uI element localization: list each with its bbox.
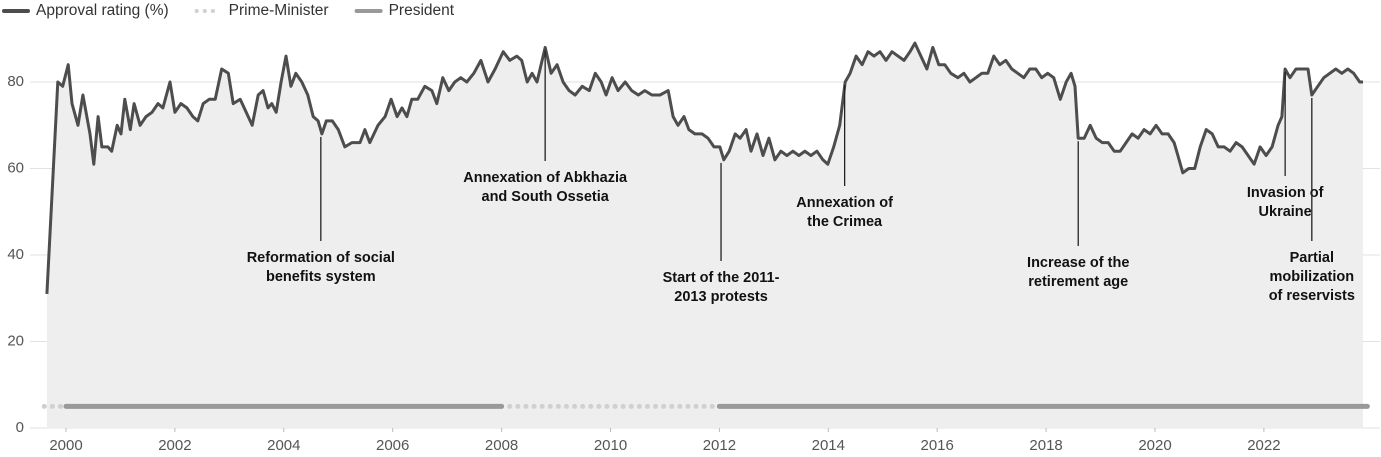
- legend-label: Prime-Minister: [229, 2, 329, 19]
- annotation-text: Reformation of social: [247, 250, 395, 266]
- annotation-text: Invasion of: [1247, 185, 1324, 201]
- annotation-text: Increase of the: [1027, 255, 1129, 271]
- x-tick-label: 2000: [49, 437, 82, 454]
- annotation-text: benefits system: [266, 269, 376, 285]
- x-tick-label: 2012: [703, 437, 736, 454]
- x-tick-label: 2020: [1138, 437, 1171, 454]
- annotation-text: 2013 protests: [674, 289, 768, 305]
- x-tick-label: 2010: [594, 437, 627, 454]
- annotation-text: Annexation of: [796, 195, 893, 211]
- annotation-text: Ukraine: [1259, 204, 1312, 220]
- legend-label: President: [389, 2, 455, 19]
- y-tick-label: 0: [16, 419, 24, 436]
- x-tick-label: 2008: [485, 437, 518, 454]
- x-tick-label: 2006: [376, 437, 409, 454]
- annotation-text: Start of the 2011-: [663, 270, 780, 286]
- annotation-text: Partial: [1290, 250, 1334, 266]
- y-tick-label: 80: [7, 73, 24, 90]
- y-tick-label: 20: [7, 332, 24, 349]
- area: [46, 43, 1363, 428]
- y-tick-label: 40: [7, 246, 24, 263]
- x-tick-label: 2014: [812, 437, 845, 454]
- x-tick-label: 2016: [921, 437, 954, 454]
- x-tick-label: 2004: [267, 437, 300, 454]
- x-tick-label: 2022: [1247, 437, 1280, 454]
- line: [45, 41, 1363, 294]
- annotation-text: the Crimea: [807, 214, 883, 230]
- x-tick-label: 2002: [158, 437, 191, 454]
- y-tick-label: 60: [7, 159, 24, 176]
- annotation-text: retirement age: [1028, 274, 1128, 290]
- annotation-text: and South Ossetia: [482, 189, 610, 205]
- annotation-text: mobilization: [1270, 269, 1355, 285]
- annotation-text: of reservists: [1269, 288, 1355, 304]
- legend-label: Approval rating (%): [36, 2, 169, 19]
- x-tick-label: 2018: [1029, 437, 1062, 454]
- annotation-text: Annexation of Abkhazia: [463, 170, 628, 186]
